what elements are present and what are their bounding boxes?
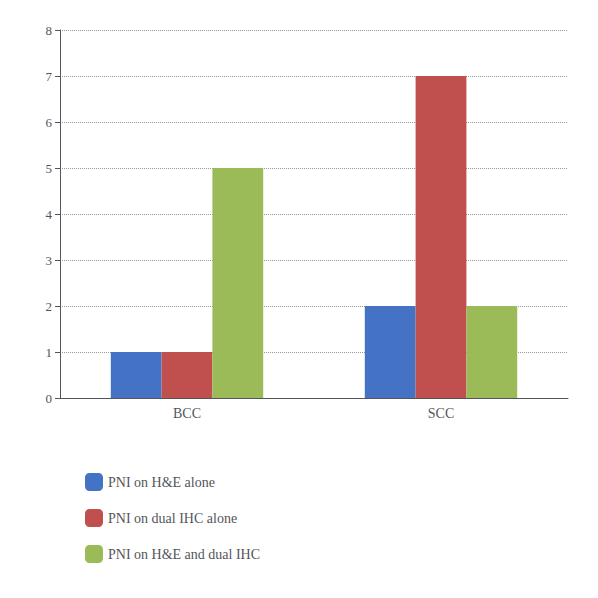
svg-text:8: 8 xyxy=(46,23,53,38)
svg-text:SCC: SCC xyxy=(428,406,454,421)
svg-text:3: 3 xyxy=(46,253,53,268)
svg-text:PNI on H&E and dual IHC: PNI on H&E and dual IHC xyxy=(108,547,260,562)
svg-text:4: 4 xyxy=(46,207,53,222)
svg-text:2: 2 xyxy=(46,299,53,314)
svg-text:PNI on dual IHC alone: PNI on dual IHC alone xyxy=(108,511,237,526)
svg-text:7: 7 xyxy=(46,69,53,84)
svg-text:0: 0 xyxy=(46,391,53,406)
svg-text:1: 1 xyxy=(46,345,53,360)
svg-text:6: 6 xyxy=(46,115,53,130)
svg-text:PNI on H&E alone: PNI on H&E alone xyxy=(108,475,215,490)
svg-text:5: 5 xyxy=(46,161,53,176)
svg-text:BCC: BCC xyxy=(173,406,201,421)
